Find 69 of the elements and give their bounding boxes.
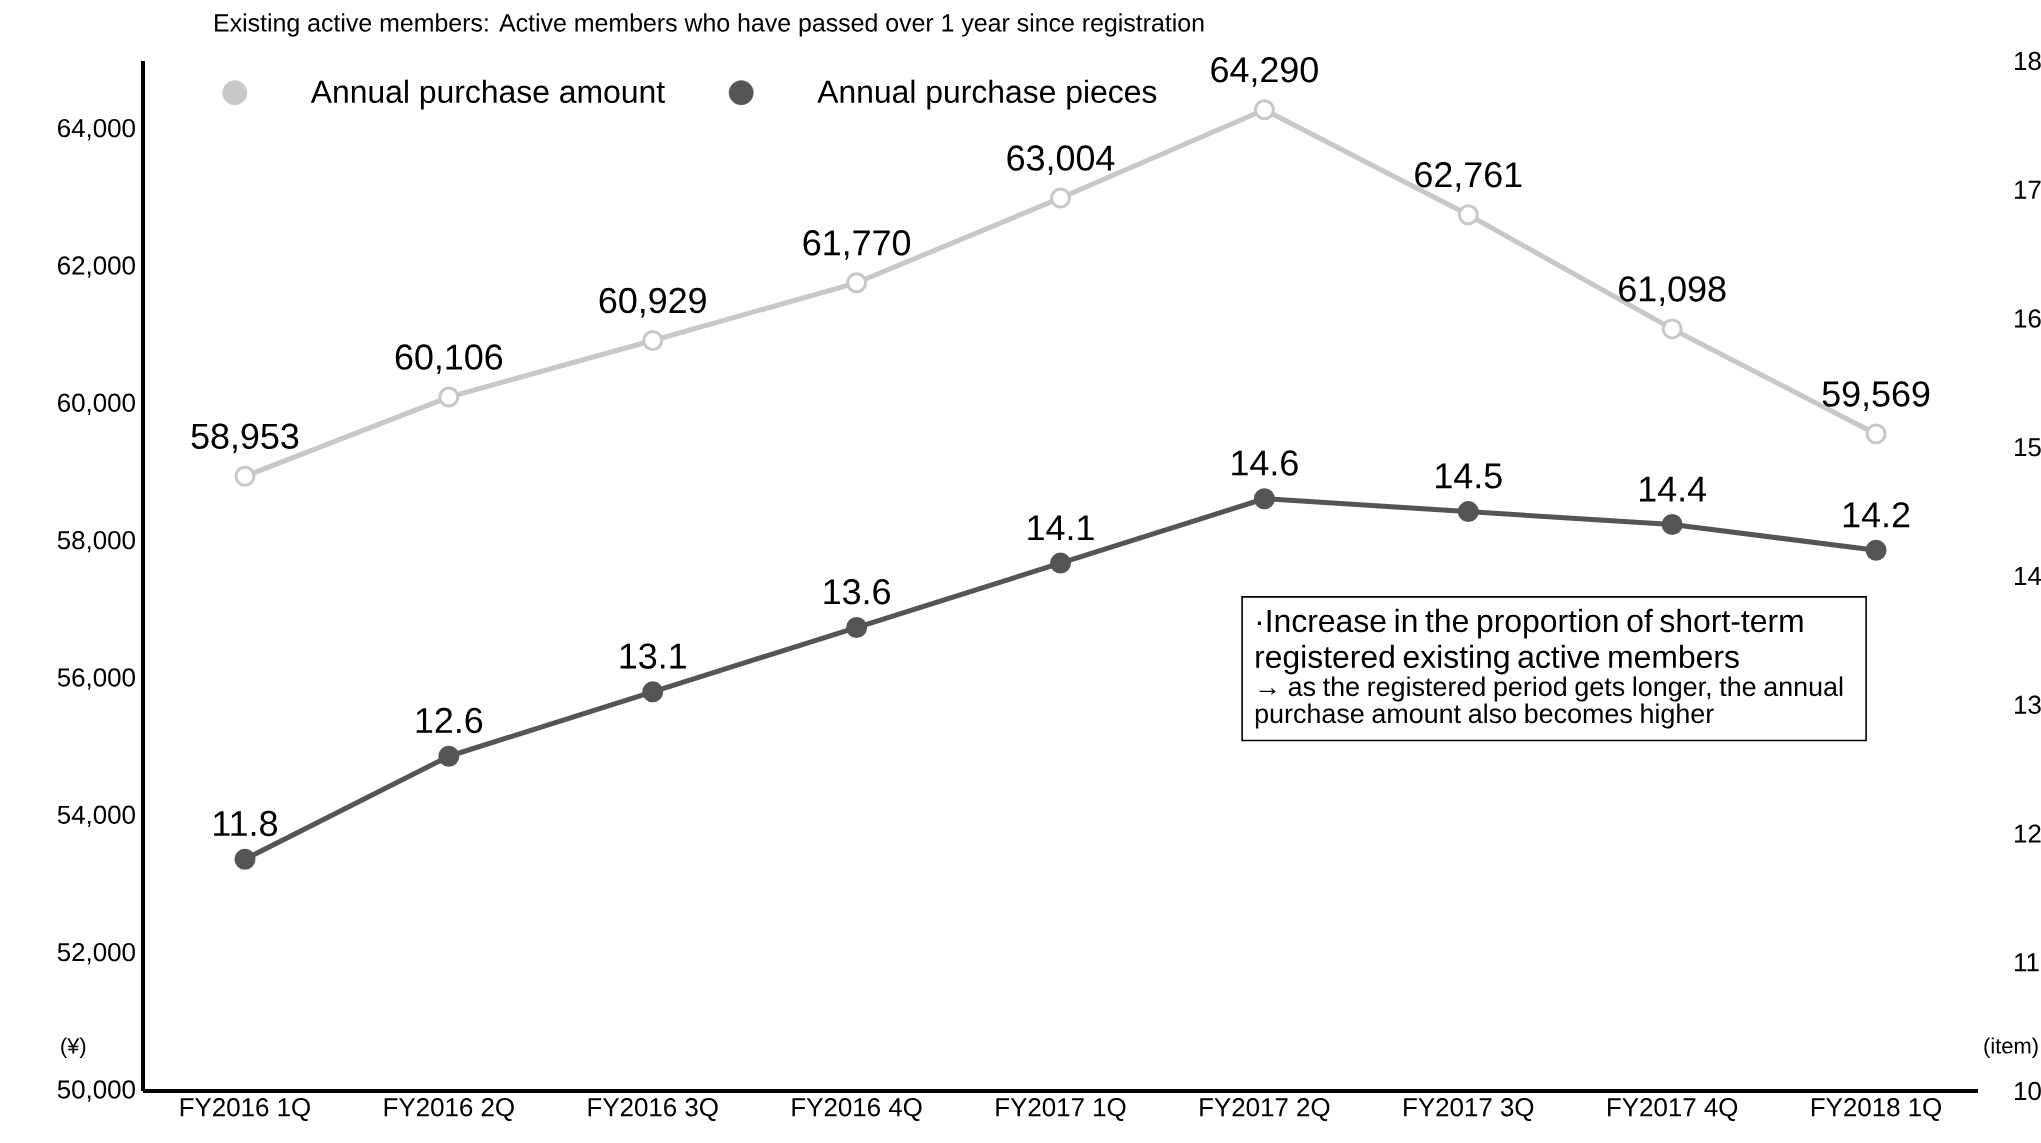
x-tick-label: FY2017 3Q — [1404, 1098, 1534, 1122]
y-tick-label: 60,000 — [58, 393, 135, 416]
data-label: 61,770 — [803, 230, 911, 260]
data-label: 14.5 — [1436, 463, 1502, 489]
data-label: 59,569 — [1822, 381, 1930, 411]
data-label: 60,106 — [395, 344, 503, 375]
y-tick-label: 50,000 — [57, 1080, 135, 1102]
point — [1457, 501, 1479, 523]
data-label: 64,290 — [1211, 57, 1318, 87]
x-tick-label: FY2016 2Q — [384, 1098, 514, 1122]
data-label: 11.8 — [214, 810, 277, 837]
y2-tick-label: 17 — [2015, 180, 2041, 199]
data-label: 60,929 — [599, 287, 706, 318]
x-tick-label: FY2016 4Q — [792, 1098, 922, 1122]
y2-tick-label: 13 — [2015, 695, 2041, 714]
point — [234, 848, 256, 870]
point — [642, 330, 664, 352]
data-label: 58,953 — [191, 423, 299, 454]
point — [846, 272, 868, 294]
y2-tick-label: 15 — [2015, 438, 2041, 457]
y-tick-label: 56,000 — [57, 668, 135, 690]
y2-tick-label: 16 — [2015, 309, 2041, 328]
y-tick-label: 58,000 — [57, 530, 135, 553]
y-tick-label: 54,000 — [57, 805, 135, 828]
y-tick-label: 62,000 — [58, 256, 135, 278]
point — [438, 745, 460, 767]
point — [1457, 204, 1479, 226]
data-label: 14.1 — [1028, 515, 1094, 541]
data-label: 63,004 — [1007, 145, 1115, 176]
annotation: → as the registered period gets longer, the annual purchase amount also becomes higher — [1255, 676, 1843, 729]
chart-title: Existing active members: Active members who have passed over 1 year since registration — [215, 13, 1204, 37]
x-tick-label: FY2017 1Q — [996, 1098, 1126, 1122]
x-tick-label: FY2017 2Q — [1200, 1098, 1330, 1122]
annotation: ·Increase in the proportion of short-term registered existing active members — [1256, 608, 1803, 675]
y2-tick-label: 10 — [2015, 1081, 2041, 1101]
y-axis-title: (¥) — [61, 1037, 86, 1058]
data-label: 12.6 — [416, 707, 483, 734]
y-tick-label: 64,000 — [58, 118, 135, 141]
y2-tick-label: 11 — [2015, 953, 2039, 972]
point — [234, 465, 256, 487]
legend-label: Annual purchase amount — [310, 79, 665, 110]
point — [1253, 99, 1275, 121]
y2-tick-label: 12 — [2015, 824, 2041, 843]
data-label: 13.1 — [620, 643, 686, 669]
point — [1050, 187, 1071, 209]
point — [438, 386, 460, 408]
point — [1253, 488, 1275, 510]
point — [1865, 539, 1887, 561]
point — [1661, 318, 1683, 340]
y2-tick-label: 14 — [2015, 567, 2041, 585]
x-tick-label: FY2016 1Q — [180, 1098, 310, 1122]
x-tick-label: FY2017 4Q — [1608, 1098, 1738, 1122]
data-label: 13.6 — [824, 579, 890, 605]
data-label: 14.4 — [1639, 476, 1707, 502]
x-tick-label: FY2016 3Q — [588, 1098, 718, 1122]
data-label: 62,761 — [1415, 162, 1522, 192]
y2-axis-title: (item) — [1984, 1037, 2038, 1058]
point — [846, 616, 868, 638]
point — [642, 681, 664, 703]
point — [1865, 423, 1887, 445]
legend-label: Annual purchase pieces — [817, 79, 1157, 110]
data-label: 14.6 — [1232, 450, 1298, 476]
y-tick-label: 52,000 — [57, 942, 135, 965]
data-label: 61,098 — [1619, 276, 1726, 306]
data-label: 14.2 — [1843, 502, 1910, 528]
x-tick-label: FY2018 1Q — [1811, 1098, 1942, 1122]
point — [1050, 552, 1072, 574]
point — [1661, 513, 1683, 535]
y2-tick-label: 18 — [2015, 51, 2041, 71]
